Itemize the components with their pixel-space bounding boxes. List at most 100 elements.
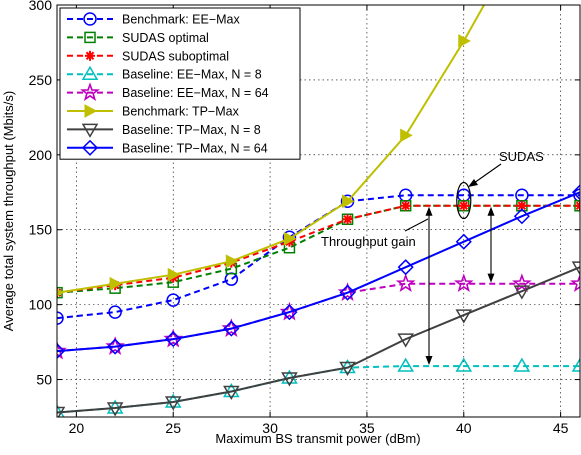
y-tick-label: 50 bbox=[36, 372, 52, 388]
data-point bbox=[395, 273, 416, 293]
series-line bbox=[57, 191, 580, 353]
x-tick-label: 25 bbox=[165, 420, 181, 436]
data-point bbox=[57, 340, 67, 360]
legend-label: SUDAS suboptimal bbox=[122, 49, 229, 63]
data-point bbox=[223, 320, 240, 337]
data-point bbox=[455, 233, 472, 250]
throughput-gain-label: Throughput gain bbox=[321, 234, 416, 249]
throughput-gain-annotation: Throughput gain bbox=[321, 206, 495, 366]
data-point bbox=[339, 284, 356, 301]
data-point bbox=[108, 305, 122, 319]
legend-entry: SUDAS optimal bbox=[67, 31, 209, 45]
data-point bbox=[281, 304, 298, 321]
series-5 bbox=[57, 5, 486, 297]
y-tick-label: 150 bbox=[29, 222, 53, 238]
axis-ticks: 20 25 30 35 40 45 50 100 150 200 250 300 bbox=[29, 0, 580, 436]
data-point bbox=[571, 357, 580, 372]
series-4 bbox=[57, 273, 580, 360]
series-6 bbox=[57, 261, 580, 417]
data-point bbox=[458, 34, 471, 48]
x-tick-label: 20 bbox=[69, 420, 85, 436]
data-point bbox=[397, 259, 414, 276]
plot-frame bbox=[56, 4, 581, 418]
data-point bbox=[342, 214, 353, 225]
x-tick-label: 40 bbox=[456, 420, 472, 436]
legend-entry: Benchmark: EE−Max bbox=[67, 12, 241, 27]
data-point bbox=[400, 200, 411, 211]
series-layer bbox=[57, 5, 580, 417]
legend-label: Baseline: TP−Max, N = 8 bbox=[122, 123, 261, 137]
sudas-label: SUDAS bbox=[499, 149, 544, 164]
legend-marker bbox=[81, 139, 99, 156]
legend-label: SUDAS optimal bbox=[122, 31, 209, 45]
legend-label: Benchmark: EE−Max bbox=[122, 13, 241, 27]
data-point bbox=[455, 357, 473, 372]
legend: Benchmark: EE−Max SUDAS optimal SUDAS subo… bbox=[59, 7, 301, 160]
arrow-head bbox=[487, 206, 495, 216]
y-tick-label: 100 bbox=[29, 297, 53, 313]
data-point bbox=[575, 200, 580, 211]
data-point bbox=[223, 385, 240, 401]
asterisk-stroke bbox=[517, 201, 527, 210]
annotation-layer: SUDAS Throughput gain bbox=[321, 149, 544, 366]
x-tick-label: 35 bbox=[359, 420, 375, 436]
gain-pointer bbox=[404, 218, 429, 232]
data-point bbox=[57, 406, 66, 417]
data-point bbox=[163, 328, 184, 348]
data-point bbox=[57, 343, 66, 360]
series-7 bbox=[57, 184, 580, 360]
legend-marker bbox=[81, 123, 99, 138]
legend-label: Benchmark: TP−Max bbox=[122, 105, 240, 119]
asterisk-stroke bbox=[575, 204, 580, 210]
y-tick-label: 200 bbox=[29, 147, 53, 163]
data-point bbox=[513, 357, 531, 372]
data-point bbox=[339, 361, 356, 377]
data-point bbox=[400, 128, 413, 143]
series-line bbox=[57, 266, 580, 414]
y-axis-label: Average total system throughput (Mbits/s… bbox=[1, 91, 16, 331]
data-point bbox=[165, 331, 182, 348]
x-tick-label: 30 bbox=[262, 420, 278, 436]
legend-marker bbox=[81, 65, 99, 80]
legend-marker bbox=[85, 50, 95, 61]
data-point bbox=[105, 336, 125, 355]
data-point bbox=[106, 402, 124, 417]
arrow-head bbox=[487, 273, 495, 283]
legend-marker bbox=[80, 82, 100, 101]
data-point bbox=[164, 396, 182, 411]
data-point bbox=[453, 273, 474, 293]
arrow-head bbox=[425, 356, 433, 366]
asterisk-stroke bbox=[575, 201, 580, 208]
legend-marker bbox=[83, 12, 97, 26]
data-point bbox=[283, 231, 297, 246]
x-tick-label: 45 bbox=[553, 420, 569, 436]
data-point bbox=[455, 309, 473, 324]
data-point bbox=[342, 194, 355, 209]
legend-label: Baseline: EE−Max, N = 8 bbox=[122, 68, 262, 82]
legend-entry: SUDAS suboptimal bbox=[67, 49, 229, 63]
legend-label: Baseline: EE−Max, N = 64 bbox=[122, 86, 269, 100]
data-point bbox=[513, 285, 531, 300]
legend-entry: Baseline: EE−Max, N = 64 bbox=[67, 82, 269, 101]
series-line bbox=[57, 282, 580, 353]
legend-entry: Benchmark: TP−Max bbox=[67, 104, 240, 119]
arrow-head bbox=[425, 206, 433, 216]
sudas-annotation: SUDAS bbox=[456, 149, 544, 220]
sudas-pointer bbox=[473, 163, 502, 184]
series-line bbox=[57, 204, 580, 294]
data-point bbox=[513, 208, 530, 225]
series-line bbox=[57, 204, 580, 294]
legend-marker bbox=[84, 31, 96, 44]
data-point bbox=[57, 311, 64, 325]
legend-entry: Baseline: EE−Max, N = 8 bbox=[67, 65, 262, 82]
arrow-head bbox=[468, 179, 478, 187]
sudas-highlight-ellipse bbox=[456, 181, 472, 220]
data-point bbox=[397, 357, 414, 372]
data-point bbox=[107, 338, 124, 355]
series-line bbox=[57, 5, 486, 294]
y-tick-label: 250 bbox=[29, 72, 53, 88]
asterisk-stroke bbox=[343, 214, 352, 224]
y-tick-label: 300 bbox=[29, 0, 53, 13]
data-point bbox=[458, 200, 469, 211]
